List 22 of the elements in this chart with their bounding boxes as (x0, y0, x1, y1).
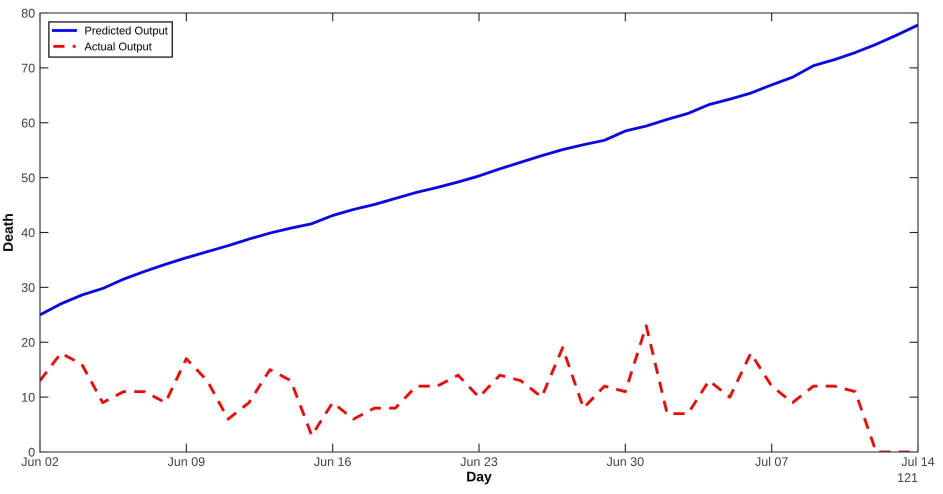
legend-label: Predicted Output (85, 26, 168, 37)
y-tick-label: 80 (22, 8, 35, 18)
y-tick-label: 60 (22, 118, 35, 128)
line-series (40, 24, 918, 316)
y-axis-title: Death (2, 214, 13, 251)
legend-label: Actual Output (84, 42, 152, 53)
x-tick-label: Jun 16 (314, 457, 351, 466)
y-tick-label: 10 (22, 392, 35, 402)
x-tick-label: Jun 23 (460, 457, 498, 466)
x-tick-label: Jul 07 (755, 456, 788, 466)
x-tick-label: Jun 02 (21, 457, 58, 466)
y-tick-label: 30 (22, 283, 35, 292)
y-tick-label: 50 (22, 173, 35, 182)
y-tick-label: 40 (22, 228, 35, 238)
x-tick-label: Jun 09 (168, 457, 205, 466)
x-axis-title: Day (467, 472, 492, 484)
y-tick-label: 0 (28, 448, 35, 457)
y-tick-label: 70 (22, 64, 35, 73)
text: 121 (898, 473, 918, 482)
x-tick-label: Jul 14 (902, 456, 934, 466)
y-tick-label: 20 (22, 338, 35, 347)
x-tick-label: Jun 30 (606, 457, 644, 466)
